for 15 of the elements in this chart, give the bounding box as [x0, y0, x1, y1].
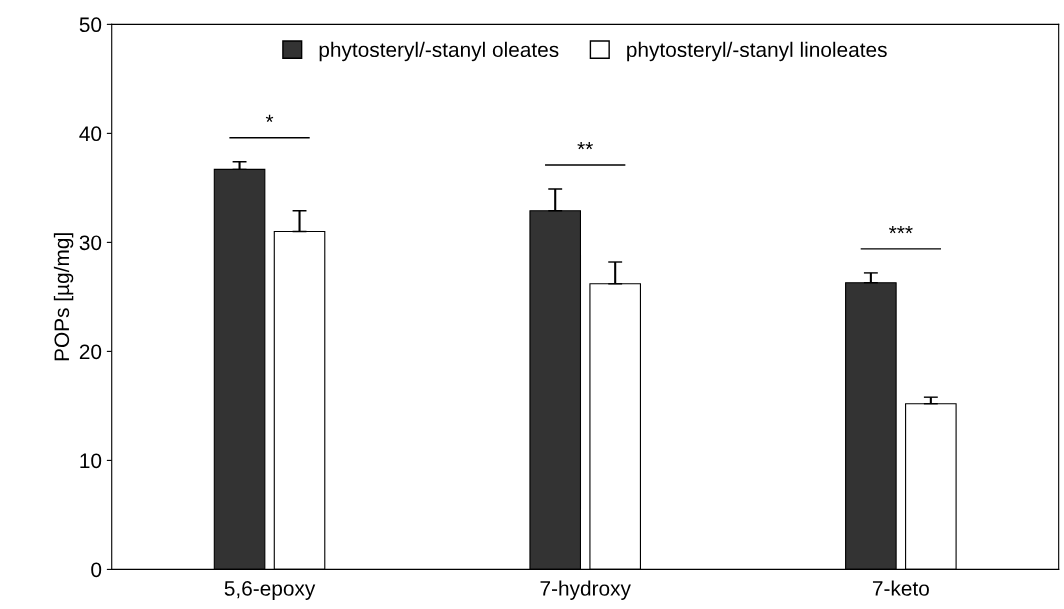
y-tick-label: 0	[91, 562, 102, 578]
y-axis-title: POPs [µg/mg]	[53, 233, 74, 361]
x-tick-label: 7-hydroxy	[540, 580, 631, 600]
y-tick-label: 40	[79, 126, 102, 142]
y-tick-label: 30	[79, 235, 102, 251]
y-tick-label: 50	[79, 17, 102, 33]
annotation: ***	[889, 225, 913, 234]
annotation: *	[265, 114, 274, 123]
annotation: **	[577, 141, 593, 150]
legend-label: phytosteryl/-stanyl oleates	[319, 41, 559, 62]
x-tick-label: 5,6-epoxy	[224, 581, 316, 600]
y-tick-label: 10	[80, 453, 102, 469]
x-tick-label: 7-keto	[872, 580, 929, 596]
y-tick-label: 20	[79, 344, 102, 360]
legend-label: phytosteryl/-stanyl linoleates	[627, 41, 887, 62]
